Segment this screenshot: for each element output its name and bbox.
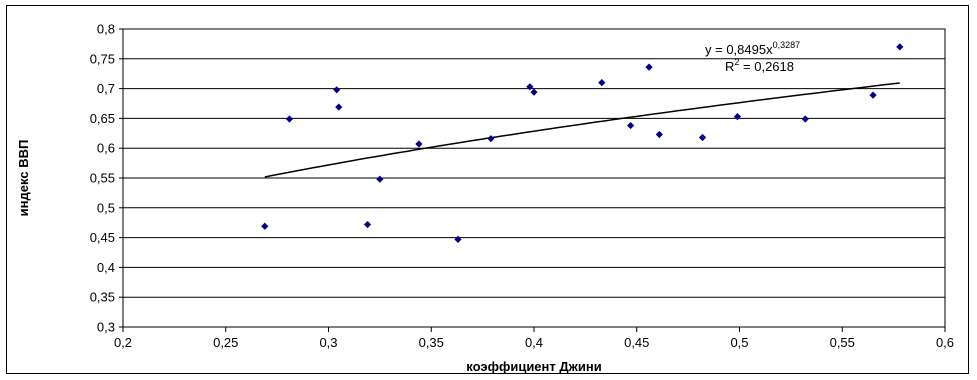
y-tick-label: 0,7 xyxy=(97,81,115,96)
data-point xyxy=(454,235,462,243)
y-tick-label: 0,45 xyxy=(90,230,115,245)
x-tick-label: 0,55 xyxy=(830,335,855,350)
x-axis-title: коэффициент Джини xyxy=(466,359,601,374)
y-tick-label: 0,55 xyxy=(90,171,115,186)
data-point xyxy=(335,103,343,111)
grid-lines xyxy=(123,28,945,328)
data-point xyxy=(530,88,538,96)
y-tick-label: 0,4 xyxy=(97,260,115,275)
x-tick-label: 0,3 xyxy=(319,335,337,350)
y-tick-label: 0,65 xyxy=(90,111,115,126)
data-point xyxy=(598,79,606,87)
y-tick-label: 0,75 xyxy=(90,51,115,66)
data-point xyxy=(733,113,742,121)
equation-exponent: 0,3287 xyxy=(773,40,801,50)
data-point xyxy=(626,121,635,130)
data-point xyxy=(415,140,423,148)
data-point xyxy=(363,220,372,229)
x-tick-label: 0,4 xyxy=(525,335,543,350)
r2-prefix: R xyxy=(725,59,734,74)
data-point xyxy=(655,130,663,139)
x-tick-label: 0,2 xyxy=(114,335,132,350)
equation-prefix: y = 0,8495x xyxy=(705,42,773,57)
y-tick-label: 0,3 xyxy=(97,320,115,335)
data-point xyxy=(285,115,294,123)
x-tick-label: 0,25 xyxy=(213,335,238,350)
x-tick-labels: 0,2 0,25 0,3 0,35 0,4 0,45 0,5 0,55 0,6 xyxy=(114,335,954,350)
y-axis-title: индекс ВВП xyxy=(16,140,31,217)
data-point xyxy=(896,43,904,51)
x-tick-label: 0,5 xyxy=(730,335,748,350)
data-point xyxy=(801,115,809,123)
data-point xyxy=(261,222,269,230)
data-point xyxy=(869,91,877,99)
data-points xyxy=(261,43,904,243)
r2-exponent: 2 xyxy=(734,57,739,67)
x-tick-label: 0,45 xyxy=(624,335,649,350)
x-tick-label: 0,35 xyxy=(419,335,444,350)
trendline-equation: y = 0,8495x0,3287 xyxy=(705,40,800,57)
axes xyxy=(119,28,946,332)
data-point xyxy=(487,135,495,143)
y-tick-label: 0,5 xyxy=(97,200,115,215)
data-point xyxy=(645,63,653,71)
r-squared: R2 = 0,2618 xyxy=(725,57,794,74)
chart-frame xyxy=(6,5,969,374)
data-point xyxy=(376,175,384,183)
trendline xyxy=(264,82,900,178)
data-point xyxy=(333,86,341,94)
y-tick-labels: 0,3 0,35 0,4 0,45 0,5 0,55 0,6 0,65 0,7 0,75 0,8 xyxy=(90,22,115,335)
y-tick-label: 0,35 xyxy=(90,290,115,305)
r2-suffix: = 0,2618 xyxy=(739,59,794,74)
x-tick-label: 0,6 xyxy=(936,335,954,350)
data-point xyxy=(526,83,534,91)
y-tick-label: 0,8 xyxy=(97,22,115,37)
data-point xyxy=(698,133,707,142)
y-tick-label: 0,6 xyxy=(97,141,115,156)
